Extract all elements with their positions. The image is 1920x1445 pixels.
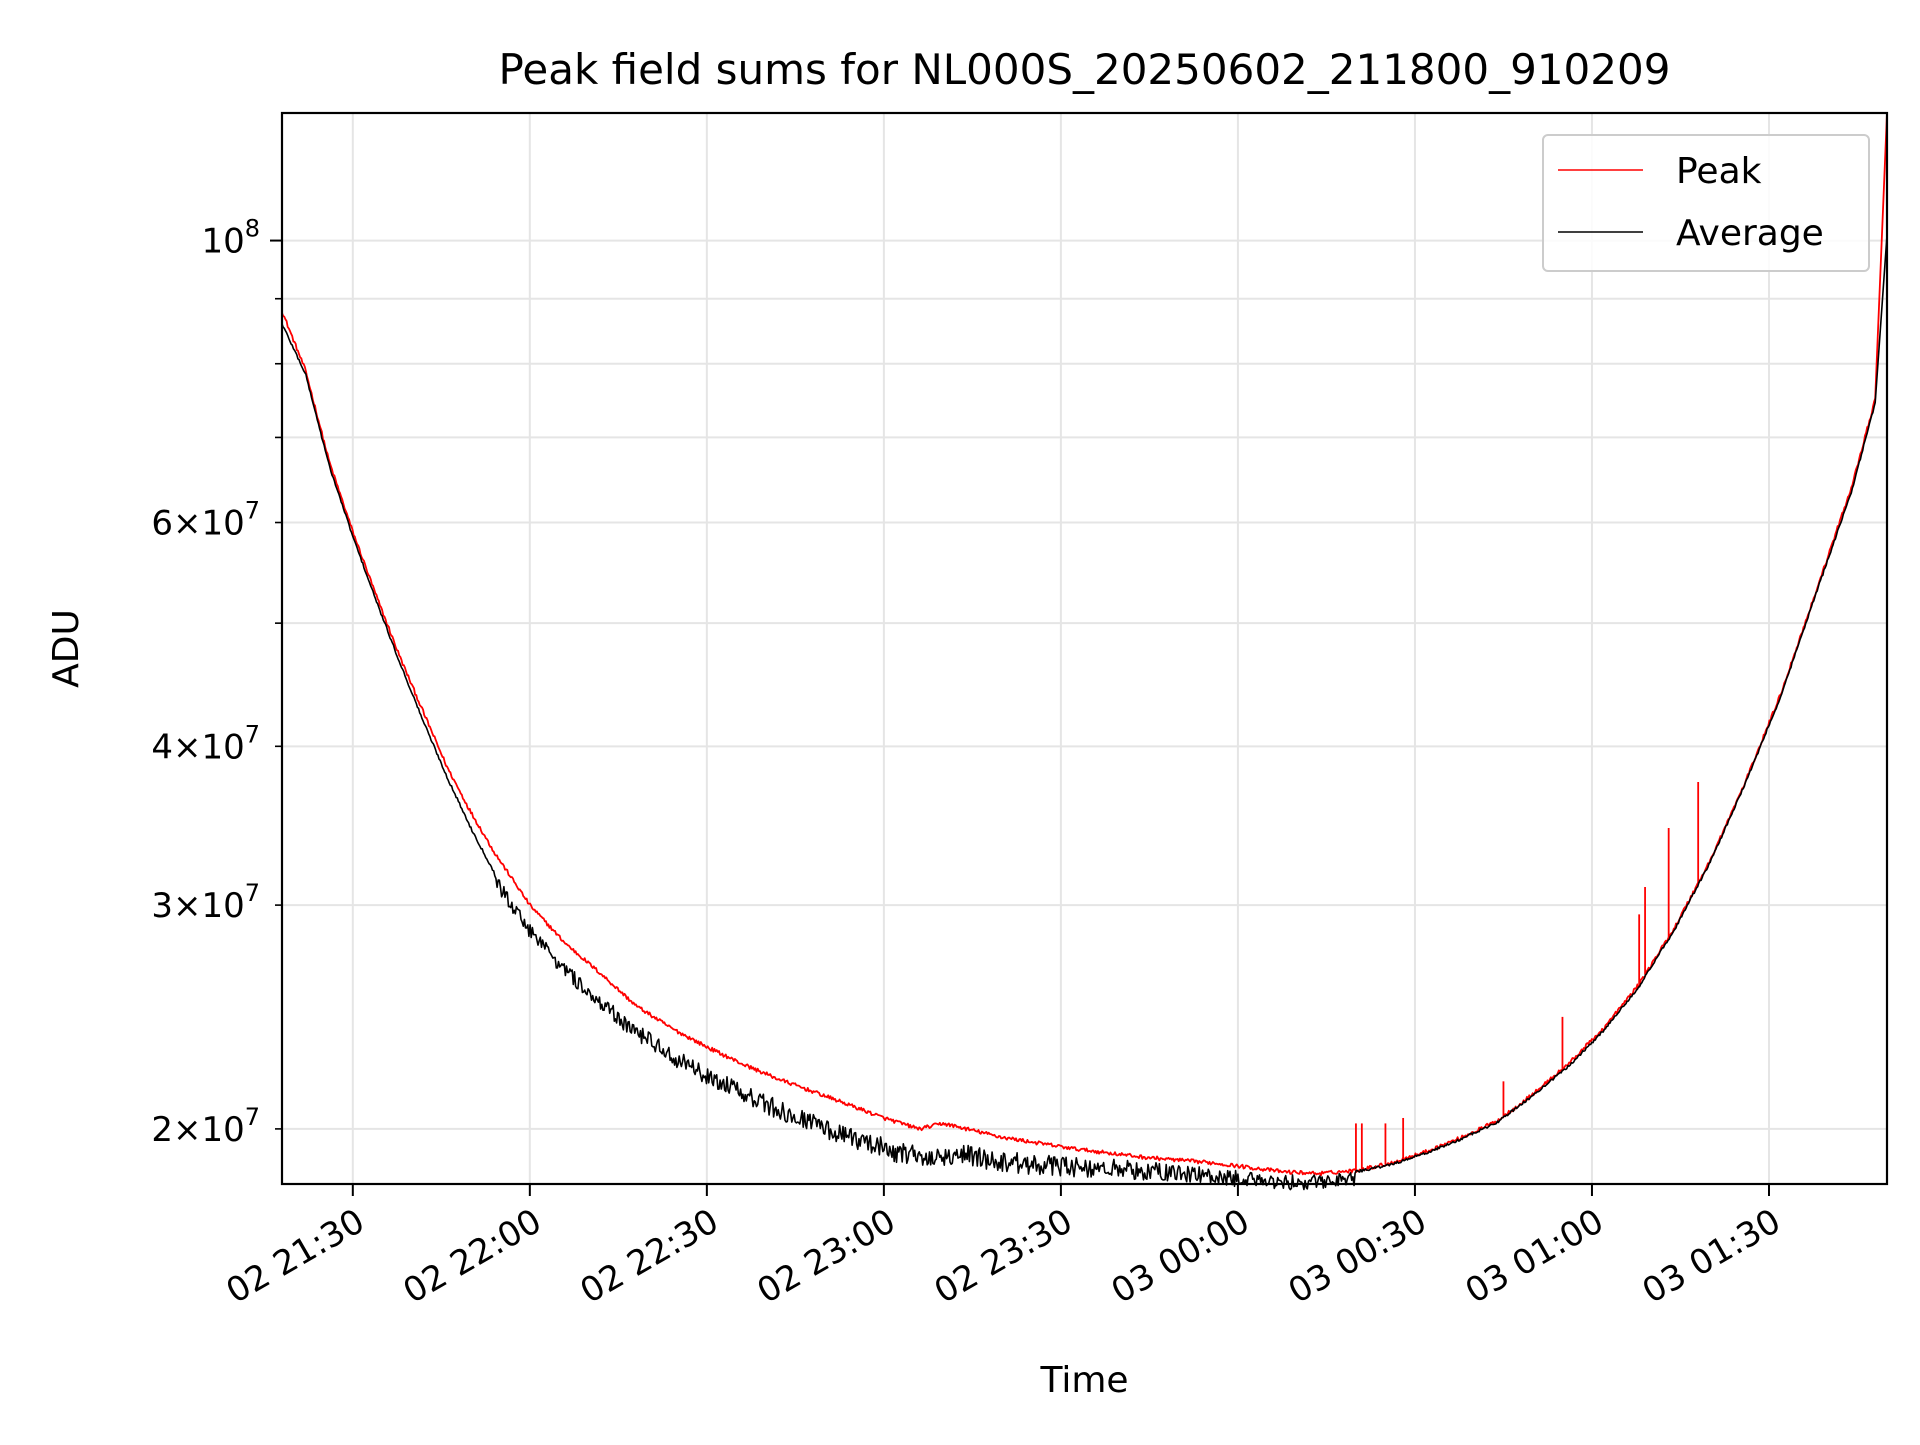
y-tick-times: ×10 <box>173 727 245 767</box>
series-line-peak <box>281 112 1888 1177</box>
y-tick-exponent: 7 <box>245 879 260 907</box>
y-tick-times: ×10 <box>173 1110 245 1150</box>
chart-title: Peak field sums for NL000S_20250602_2118… <box>499 45 1671 94</box>
y-tick-mantissa: 4 <box>151 727 173 767</box>
legend: Peak Average <box>1542 134 1870 272</box>
y-tick-times: ×10 <box>173 504 245 544</box>
y-tick-label: 3×107 <box>151 879 260 926</box>
y-tick-exponent: 7 <box>245 1103 260 1131</box>
y-tick-mantissa: 2 <box>151 1110 173 1150</box>
legend-box <box>1542 134 1870 272</box>
x-axis-label: Time <box>1039 1360 1128 1401</box>
y-tick-label: 2×107 <box>151 1103 260 1150</box>
series-lines <box>281 112 1888 1191</box>
legend-label-peak: Peak <box>1676 151 1762 192</box>
y-axis-label: ADU <box>46 609 87 688</box>
y-tick-label: 4×107 <box>151 720 260 767</box>
y-tick-mantissa: 3 <box>151 886 173 926</box>
y-tick-exponent: 8 <box>245 215 260 243</box>
y-tick-base: 10 <box>201 222 244 262</box>
y-tick-label: 108 <box>201 215 260 262</box>
series-line-average <box>281 235 1888 1191</box>
legend-label-average: Average <box>1676 213 1824 254</box>
plot-frame <box>280 111 1889 1186</box>
y-tick-exponent: 7 <box>245 497 260 525</box>
y-tick-label: 6×107 <box>151 497 260 544</box>
y-tick-exponent: 7 <box>245 720 260 748</box>
y-tick-times: ×10 <box>173 886 245 926</box>
y-tick-mantissa: 6 <box>151 504 173 544</box>
